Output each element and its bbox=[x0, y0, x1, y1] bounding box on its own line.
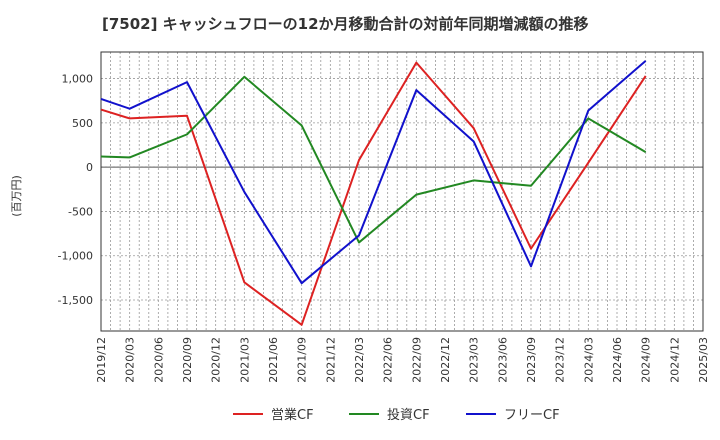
y-axis-label: (百万円) bbox=[10, 175, 23, 217]
legend-label: 投資CF bbox=[387, 407, 430, 423]
x-tick-label: 2023/06 bbox=[496, 337, 509, 383]
x-tick-label: 2022/06 bbox=[382, 337, 395, 383]
plot-area bbox=[101, 52, 703, 331]
y-tick-label: 1,000 bbox=[62, 73, 94, 86]
x-tick-label: 2020/06 bbox=[152, 337, 165, 383]
x-tick-label: 2024/03 bbox=[582, 337, 595, 383]
y-tick-label: 500 bbox=[72, 117, 93, 130]
series-line-1 bbox=[100, 61, 647, 326]
series-line-2 bbox=[100, 75, 647, 244]
y-tick-label: -1,500 bbox=[58, 294, 93, 307]
x-tick-label: 2022/12 bbox=[439, 337, 452, 383]
y-tick-label: -1,000 bbox=[58, 250, 93, 263]
x-tick-label: 2021/03 bbox=[238, 337, 251, 383]
x-tick-label: 2019/12 bbox=[95, 337, 108, 383]
x-tick-label: 2020/12 bbox=[210, 337, 223, 383]
x-tick-label: 2024/12 bbox=[668, 337, 681, 383]
x-tick-label: 2023/03 bbox=[468, 337, 481, 383]
y-tick-label: -500 bbox=[68, 205, 93, 218]
legend-label: フリーCF bbox=[504, 408, 560, 423]
x-tick-label: 2021/06 bbox=[267, 337, 280, 383]
x-tick-label: 2024/06 bbox=[611, 337, 624, 383]
x-tick-label: 2022/03 bbox=[353, 337, 366, 383]
x-tick-label: 2020/09 bbox=[181, 337, 194, 383]
x-tick-label: 2024/09 bbox=[640, 337, 653, 383]
x-tick-label: 2022/09 bbox=[410, 337, 423, 383]
plot-border bbox=[100, 51, 704, 332]
x-tick-label: 2023/09 bbox=[525, 337, 538, 383]
x-tick-label: 2023/12 bbox=[554, 337, 567, 383]
legend-label: 営業CF bbox=[271, 407, 314, 423]
x-tick-label: 2020/03 bbox=[124, 337, 137, 383]
x-tick-label: 2021/09 bbox=[296, 337, 309, 383]
series-line-3 bbox=[100, 60, 647, 285]
y-tick-label: 0 bbox=[86, 161, 93, 174]
chart-title: [7502] キャッシュフローの12か月移動合計の対前年同期増減額の推移 bbox=[102, 15, 589, 33]
x-tick-label: 2025/03 bbox=[697, 337, 710, 383]
x-tick-label: 2021/12 bbox=[324, 337, 337, 383]
